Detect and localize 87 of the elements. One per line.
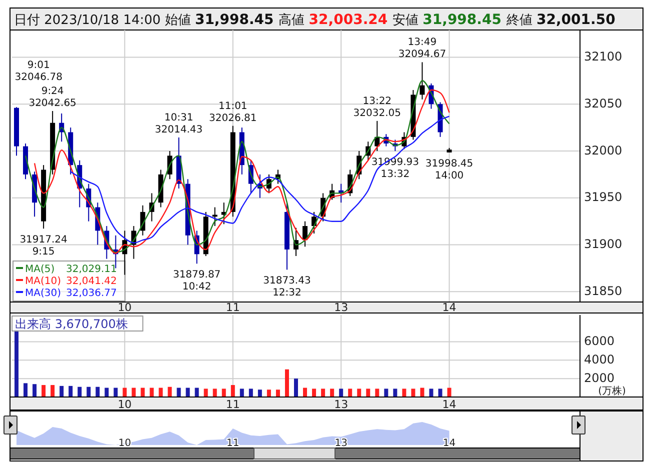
annotation: 10:31 32014.43	[154, 112, 203, 136]
bar	[176, 388, 181, 397]
y-tick-label: 31950	[584, 190, 622, 204]
bar	[132, 388, 136, 397]
bar	[447, 388, 452, 397]
x-tick-label: 14	[442, 301, 456, 314]
bar	[78, 386, 82, 397]
bar	[248, 388, 253, 397]
annotation: 31879.87 10:42	[172, 270, 221, 293]
y-tick-label: 31900	[584, 237, 622, 252]
x-tick-label: 11	[226, 398, 240, 411]
bar	[429, 388, 434, 397]
x-tick-label: 11	[226, 301, 240, 314]
x-tick-label: 13	[334, 398, 348, 411]
bar	[222, 388, 226, 397]
annotation: 31998.45 14:00	[425, 158, 474, 182]
bar	[393, 388, 398, 397]
legend-label: MA(5) 32,029.11	[25, 264, 117, 275]
bar	[194, 388, 199, 397]
x-tick-label: 13	[334, 438, 348, 449]
bar	[420, 388, 424, 397]
bar	[42, 385, 46, 397]
annotation: 31873.43 12:32	[263, 276, 311, 299]
candlestick	[420, 62, 425, 100]
bar	[438, 388, 442, 397]
bar	[357, 388, 362, 397]
x-tick-label: 14	[442, 398, 456, 411]
bar	[68, 386, 73, 397]
x-tick-label: 13	[334, 301, 348, 314]
bar	[312, 388, 316, 397]
bar	[411, 388, 416, 397]
bar	[330, 388, 334, 397]
bar	[186, 388, 190, 397]
annotation: 31917.24 9:15	[20, 234, 68, 258]
bar	[24, 383, 28, 397]
bar	[276, 390, 280, 397]
y-tick-label: 32050	[584, 96, 622, 110]
bar	[339, 388, 344, 397]
x-tick-label: 10	[118, 438, 132, 449]
bar	[114, 388, 118, 397]
bar	[140, 388, 145, 397]
bar	[168, 386, 172, 397]
bar	[230, 385, 235, 397]
bar	[14, 330, 19, 397]
annotation: 11:01 32026.81	[209, 100, 257, 124]
bar	[50, 385, 55, 397]
bar	[384, 388, 388, 397]
bar	[60, 386, 64, 397]
bar	[266, 390, 271, 397]
bar	[122, 388, 127, 397]
bar	[240, 388, 244, 397]
y-axis-title: (万株)	[598, 385, 626, 397]
y-tick-label: 4000	[584, 352, 615, 366]
chart-title: 日付 2023/10/18 14:00 始値 31,998.45 高値 32,003.24 安値 31,998.45 終値 32,001.50	[14, 12, 616, 28]
legend-label: MA(10) 32,041.42	[25, 276, 117, 287]
bar	[366, 388, 370, 397]
bar	[284, 369, 289, 397]
legend-label: MA(30) 32,036.77	[25, 288, 117, 299]
annotation: 9:24 32042.65	[28, 86, 76, 109]
bar	[150, 388, 154, 397]
bar	[321, 388, 326, 397]
x-tick-label: 11	[226, 438, 240, 449]
bar	[258, 390, 262, 397]
bar	[158, 388, 163, 397]
y-tick-label: 31850	[584, 284, 622, 298]
bar	[204, 388, 208, 397]
chart-title: 出来高 3,670,700株	[15, 317, 128, 331]
bar	[375, 388, 380, 397]
bar	[32, 384, 37, 397]
x-tick-label: 14	[442, 438, 456, 449]
y-tick-label: 32100	[584, 49, 622, 64]
bar	[294, 378, 298, 397]
bar	[303, 388, 308, 397]
y-tick-label: 32000	[584, 143, 622, 158]
x-tick-label: 10	[118, 398, 132, 411]
bar	[402, 388, 406, 397]
annotation: 9:01 32046.78	[14, 60, 62, 83]
bar	[348, 388, 352, 397]
x-tick-label: 10	[118, 301, 132, 314]
annotation: 13:49 32094.67	[398, 37, 446, 60]
bar	[212, 388, 217, 397]
y-tick-label: 2000	[584, 370, 615, 385]
bar	[104, 388, 109, 397]
bar	[96, 386, 100, 397]
y-tick-label: 6000	[584, 334, 615, 348]
bar	[86, 386, 91, 397]
annotation: 13:22 32032.05	[353, 96, 401, 119]
